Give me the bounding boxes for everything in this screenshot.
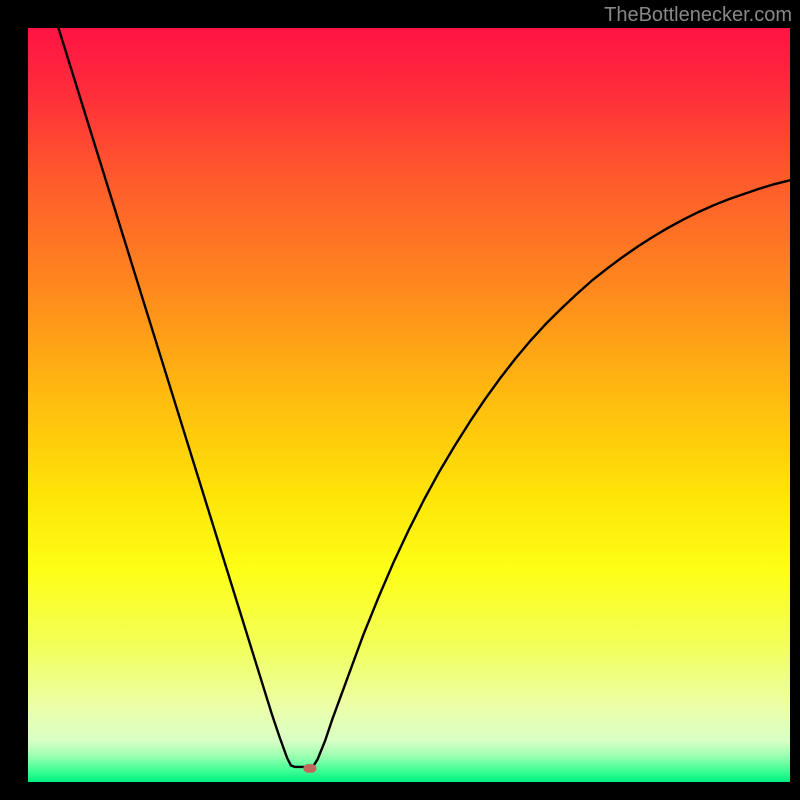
optimum-marker <box>304 765 316 773</box>
chart-plot-area <box>28 28 790 782</box>
chart-svg <box>28 28 790 782</box>
chart-frame: TheBottlenecker.com <box>0 0 800 800</box>
watermark-text: TheBottlenecker.com <box>604 4 792 27</box>
chart-background <box>28 28 790 782</box>
